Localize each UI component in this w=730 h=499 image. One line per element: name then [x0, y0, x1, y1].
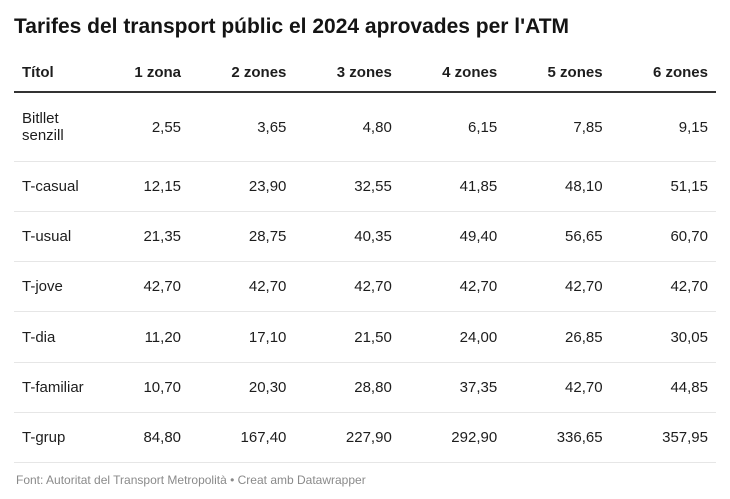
fare-value-cell: 37,35 [399, 362, 506, 413]
fare-value-cell: 48,10 [505, 161, 611, 213]
fare-value-cell: 11,20 [96, 311, 190, 363]
fare-value-cell: 42,70 [505, 362, 611, 413]
fare-value-cell: 28,75 [189, 211, 295, 263]
fare-value-cell: 51,15 [610, 161, 716, 213]
fare-value-cell: 2,55 [96, 92, 190, 163]
row-label: T-usual [14, 211, 96, 263]
fare-value-cell: 42,70 [294, 261, 400, 313]
fare-value-cell: 227,90 [294, 412, 400, 464]
fare-value-cell: 24,00 [399, 311, 506, 363]
column-header: 6 zones [610, 54, 716, 94]
fare-value-cell: 336,65 [505, 412, 611, 464]
fare-value-cell: 42,70 [189, 261, 295, 313]
fare-value-cell: 56,65 [505, 211, 611, 263]
column-header: 2 zones [189, 54, 295, 94]
column-header: 3 zones [294, 54, 400, 94]
row-label: T-grup [14, 412, 96, 464]
row-label: Bitllet senzill [14, 92, 96, 163]
fare-value-cell: 12,15 [96, 161, 190, 213]
table-row: T-jove 42,70 42,70 42,70 42,70 42,70 42,70 [14, 261, 716, 313]
table-row: Bitllet senzill 2,55 3,65 4,80 6,15 7,85 9,15 [14, 92, 716, 163]
fare-value-cell: 21,35 [96, 211, 190, 263]
source-footer: Font: Autoritat del Transport Metropolit… [16, 473, 366, 487]
fare-value-cell: 6,15 [399, 92, 506, 163]
fare-value-cell: 3,65 [189, 92, 295, 163]
fare-value-cell: 28,80 [294, 362, 400, 413]
fare-value-cell: 292,90 [399, 412, 506, 464]
row-label: T-jove [14, 261, 96, 313]
row-label: T-familiar [14, 362, 96, 413]
table-header: Títol 1 zona 2 zones 3 zones 4 zones 5 zones 6… [14, 54, 716, 94]
row-label: T-casual [14, 161, 96, 213]
fare-value-cell: 23,90 [189, 161, 295, 213]
column-header-title: Títol [14, 54, 96, 94]
fare-value-cell: 357,95 [610, 412, 716, 464]
fare-value-cell: 17,10 [189, 311, 295, 363]
fare-value-cell: 42,70 [505, 261, 611, 313]
fare-value-cell: 42,70 [96, 261, 190, 313]
column-header: 5 zones [505, 54, 611, 94]
fare-value-cell: 167,40 [189, 412, 295, 464]
header-row: Títol 1 zona 2 zones 3 zones 4 zones 5 zones 6… [14, 54, 716, 94]
fare-value-cell: 84,80 [96, 412, 190, 464]
fare-value-cell: 42,70 [610, 261, 716, 313]
table-row: T-familiar 10,70 20,30 28,80 37,35 42,70 44,85 [14, 362, 716, 413]
row-label: T-dia [14, 311, 96, 363]
fare-value-cell: 32,55 [294, 161, 400, 213]
column-header: 4 zones [399, 54, 506, 94]
column-header: 1 zona [96, 54, 190, 94]
fare-value-cell: 21,50 [294, 311, 400, 363]
table-row: T-grup 84,80 167,40 227,90 292,90 336,65 357,9… [14, 412, 716, 464]
page-title: Tarifes del transport públic el 2024 apr… [14, 15, 570, 38]
fare-value-cell: 41,85 [399, 161, 506, 213]
fares-table: Títol 1 zona 2 zones 3 zones 4 zones 5 zones 6… [14, 54, 716, 464]
fare-value-cell: 42,70 [399, 261, 506, 313]
fare-value-cell: 44,85 [610, 362, 716, 413]
fare-value-cell: 26,85 [505, 311, 611, 363]
table-body: Bitllet senzill 2,55 3,65 4,80 6,15 7,85 9,15 T… [14, 92, 716, 464]
fare-value-cell: 9,15 [610, 92, 716, 163]
table-row: T-dia 11,20 17,10 21,50 24,00 26,85 30,05 [14, 311, 716, 363]
fare-value-cell: 4,80 [294, 92, 400, 163]
fare-value-cell: 30,05 [610, 311, 716, 363]
table-row: T-casual 12,15 23,90 32,55 41,85 48,10 51,15 [14, 161, 716, 213]
fare-value-cell: 40,35 [294, 211, 400, 263]
fare-value-cell: 10,70 [96, 362, 190, 413]
fare-value-cell: 7,85 [505, 92, 611, 163]
fare-value-cell: 20,30 [189, 362, 295, 413]
table-row: T-usual 21,35 28,75 40,35 49,40 56,65 60,70 [14, 211, 716, 263]
fare-value-cell: 49,40 [399, 211, 506, 263]
fare-value-cell: 60,70 [610, 211, 716, 263]
